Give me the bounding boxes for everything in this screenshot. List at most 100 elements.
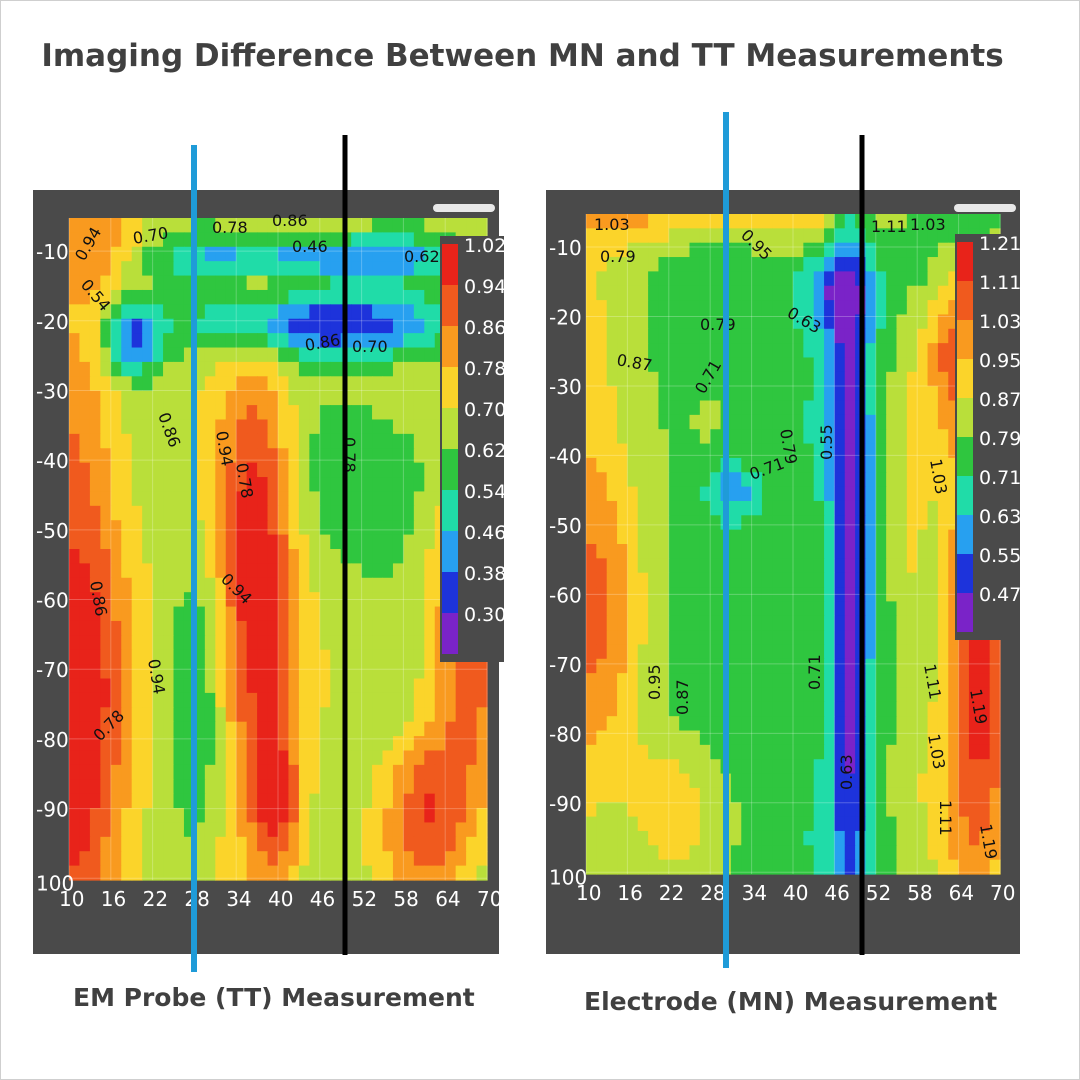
tt-panel-colorbar-swatch	[442, 531, 458, 572]
mn-panel-contour-label: 1.11	[871, 217, 907, 236]
mn-panel-x-tick-label: 46	[824, 881, 849, 905]
mn-panel-contour-label: 0.71	[805, 654, 824, 690]
mn-panel-contour-label: 0.79	[700, 315, 736, 334]
mn-panel-contour-label: 0.87	[673, 679, 692, 715]
tt-panel-contour-label: 0.46	[292, 237, 328, 256]
mn-panel-scroll-handle	[954, 204, 1016, 212]
tt-panel-x-tick-label: 28	[184, 887, 209, 911]
mn-panel-x-tick-label: 22	[659, 881, 684, 905]
tt-panel-y-tick-label: -30	[36, 379, 69, 403]
tt-panel-colorbar-label: 0.38	[464, 563, 506, 585]
mn-panel-colorbar-label: 0.71	[979, 467, 1021, 489]
tt-panel-x-tick-label: 10	[59, 887, 84, 911]
mn-panel-y-tick-label: -70	[549, 653, 582, 677]
mn-panel-x-tick-label: 40	[783, 881, 808, 905]
mn-panel-colorbar-label: 0.55	[979, 545, 1021, 567]
mn-panel-y-tick-label: -10	[549, 236, 582, 260]
mn-panel-x-tick-label: 16	[617, 881, 642, 905]
mn-panel-y-tick-label: -20	[549, 305, 582, 329]
mn-panel-colorbar-swatch	[957, 398, 973, 437]
tt-panel-contour-label: 0.62	[404, 247, 440, 266]
mn-panel-colorbar-label: 0.79	[979, 428, 1021, 450]
mn-panel-y-tick-label: -80	[549, 722, 582, 746]
tt-panel-colorbar-swatch	[442, 572, 458, 613]
mn-panel-y-tick-label: -60	[549, 583, 582, 607]
tt-panel-y-tick-label: -90	[36, 798, 69, 822]
tt-panel-x-tick-label: 70	[477, 887, 502, 911]
mn-panel-colorbar-swatch	[957, 242, 973, 281]
tt-panel-colorbar-swatch	[442, 285, 458, 326]
tt-panel-x-tick-label: 40	[268, 887, 293, 911]
mn-panel-y-tick-label: -30	[549, 375, 582, 399]
mn-panel-colorbar-swatch	[957, 281, 973, 320]
mn-panel-contour-label: 1.11	[936, 800, 955, 836]
mn-panel-contour-label: 1.03	[910, 215, 946, 234]
mn-panel-colorbar-label: 1.11	[979, 272, 1021, 294]
mn-panel-x-tick-label: 28	[700, 881, 725, 905]
tt-panel-x-tick-label: 64	[435, 887, 460, 911]
tt-panel-colorbar: 1.02 0.94 0.86 0.78 0.70 0.62 0.54 0.46 0.38 0.30	[440, 235, 506, 662]
tt-caption: EM Probe (TT) Measurement	[73, 983, 475, 1012]
tt-panel-colorbar-label: 0.86	[464, 317, 506, 339]
tt-panel-colorbar-label: 0.54	[464, 481, 506, 503]
mn-panel-contour-label: 0.55	[817, 424, 836, 460]
mn-panel-x-tick-label: 70	[990, 881, 1015, 905]
tt-panel-y-tick-label: -80	[36, 728, 69, 752]
mn-panel-x-tick-label: 52	[866, 881, 891, 905]
mn-panel-contour-label: 1.03	[594, 215, 630, 234]
mn-panel-colorbar-label: 0.95	[979, 350, 1021, 372]
tt-panel-contour-label: 0.86	[272, 211, 308, 230]
mn-panel-x-tick-label: 64	[949, 881, 974, 905]
tt-panel-x-tick-label: 34	[226, 887, 251, 911]
tt-panel-colorbar-swatch	[442, 449, 458, 490]
tt-panel-colorbar-label: 0.94	[464, 276, 506, 298]
mn-panel-colorbar-label: 0.63	[979, 506, 1021, 528]
mn-panel-y-tick-label: 100	[549, 865, 587, 889]
tt-panel-colorbar-label: 0.62	[464, 440, 506, 462]
mn-panel-colorbar-label: 0.47	[979, 584, 1021, 606]
tt-panel-y-tick-label: -40	[36, 449, 69, 473]
mn-panel-colorbar: 1.21 1.11 1.03 0.95 0.87 0.79 0.71 0.63 0.55 0.47	[955, 233, 1021, 640]
mn-panel-colorbar-label: 0.87	[979, 389, 1021, 411]
tt-panel-y-tick-label: 100	[36, 871, 74, 895]
mn-panel-colorbar-swatch	[957, 359, 973, 398]
mn-panel-colorbar-swatch	[957, 593, 973, 632]
tt-panel-colorbar-label: 0.46	[464, 522, 506, 544]
tt-panel-y-tick-label: -70	[36, 658, 69, 682]
mn-panel-colorbar-swatch	[957, 437, 973, 476]
tt-panel-scroll-handle	[433, 204, 495, 212]
tt-panel-colorbar-swatch	[442, 367, 458, 408]
tt-panel-x-tick-label: 46	[310, 887, 335, 911]
tt-panel-contour-label: 0.78	[212, 218, 248, 237]
tt-panel-x-tick-label: 22	[143, 887, 168, 911]
tt-panel-colorbar-swatch	[442, 490, 458, 531]
mn-panel-colorbar-swatch	[957, 320, 973, 359]
mn-panel-y-tick-label: -40	[549, 444, 582, 468]
mn-panel-contour-label: 0.95	[645, 664, 664, 700]
tt-panel-x-tick-label: 16	[101, 887, 126, 911]
tt-panel-colorbar-label: 1.02	[464, 235, 506, 257]
chart-title: Imaging Difference Between MN and TT Mea…	[41, 38, 1004, 74]
tt-panel-y-tick-label: -60	[36, 589, 69, 613]
tt-panel-colorbar-swatch	[442, 244, 458, 285]
tt-panel-colorbar-swatch	[442, 613, 458, 654]
tt-panel-heatmap-cells	[69, 218, 488, 881]
tt-panel-x-tick-label: 58	[393, 887, 418, 911]
tt-panel-colorbar-label: 0.78	[464, 358, 506, 380]
mn-panel-y-tick-label: -90	[549, 792, 582, 816]
mn-panel-x-tick-label: 58	[907, 881, 932, 905]
tt-panel-x-tick-label: 52	[352, 887, 377, 911]
tt-panel-colorbar-label: 0.30	[464, 604, 506, 626]
mn-panel-contour-label: 0.79	[600, 247, 636, 266]
mn-panel-contour-label: 0.63	[837, 754, 856, 790]
tt-panel-y-tick-label: -10	[36, 240, 69, 264]
mn-panel-colorbar-label: 1.03	[979, 311, 1021, 333]
tt-panel: 1.02 0.94 0.86 0.78 0.70 0.62 0.54 0.46 0.38 0.30…	[33, 135, 506, 972]
tt-panel-y-tick-label: -50	[36, 519, 69, 543]
tt-panel-y-tick-label: -20	[36, 310, 69, 334]
mn-caption: Electrode (MN) Measurement	[584, 987, 998, 1016]
mn-panel-colorbar-swatch	[957, 554, 973, 593]
tt-panel-colorbar-swatch	[442, 326, 458, 367]
tt-panel-colorbar-swatch	[442, 408, 458, 449]
